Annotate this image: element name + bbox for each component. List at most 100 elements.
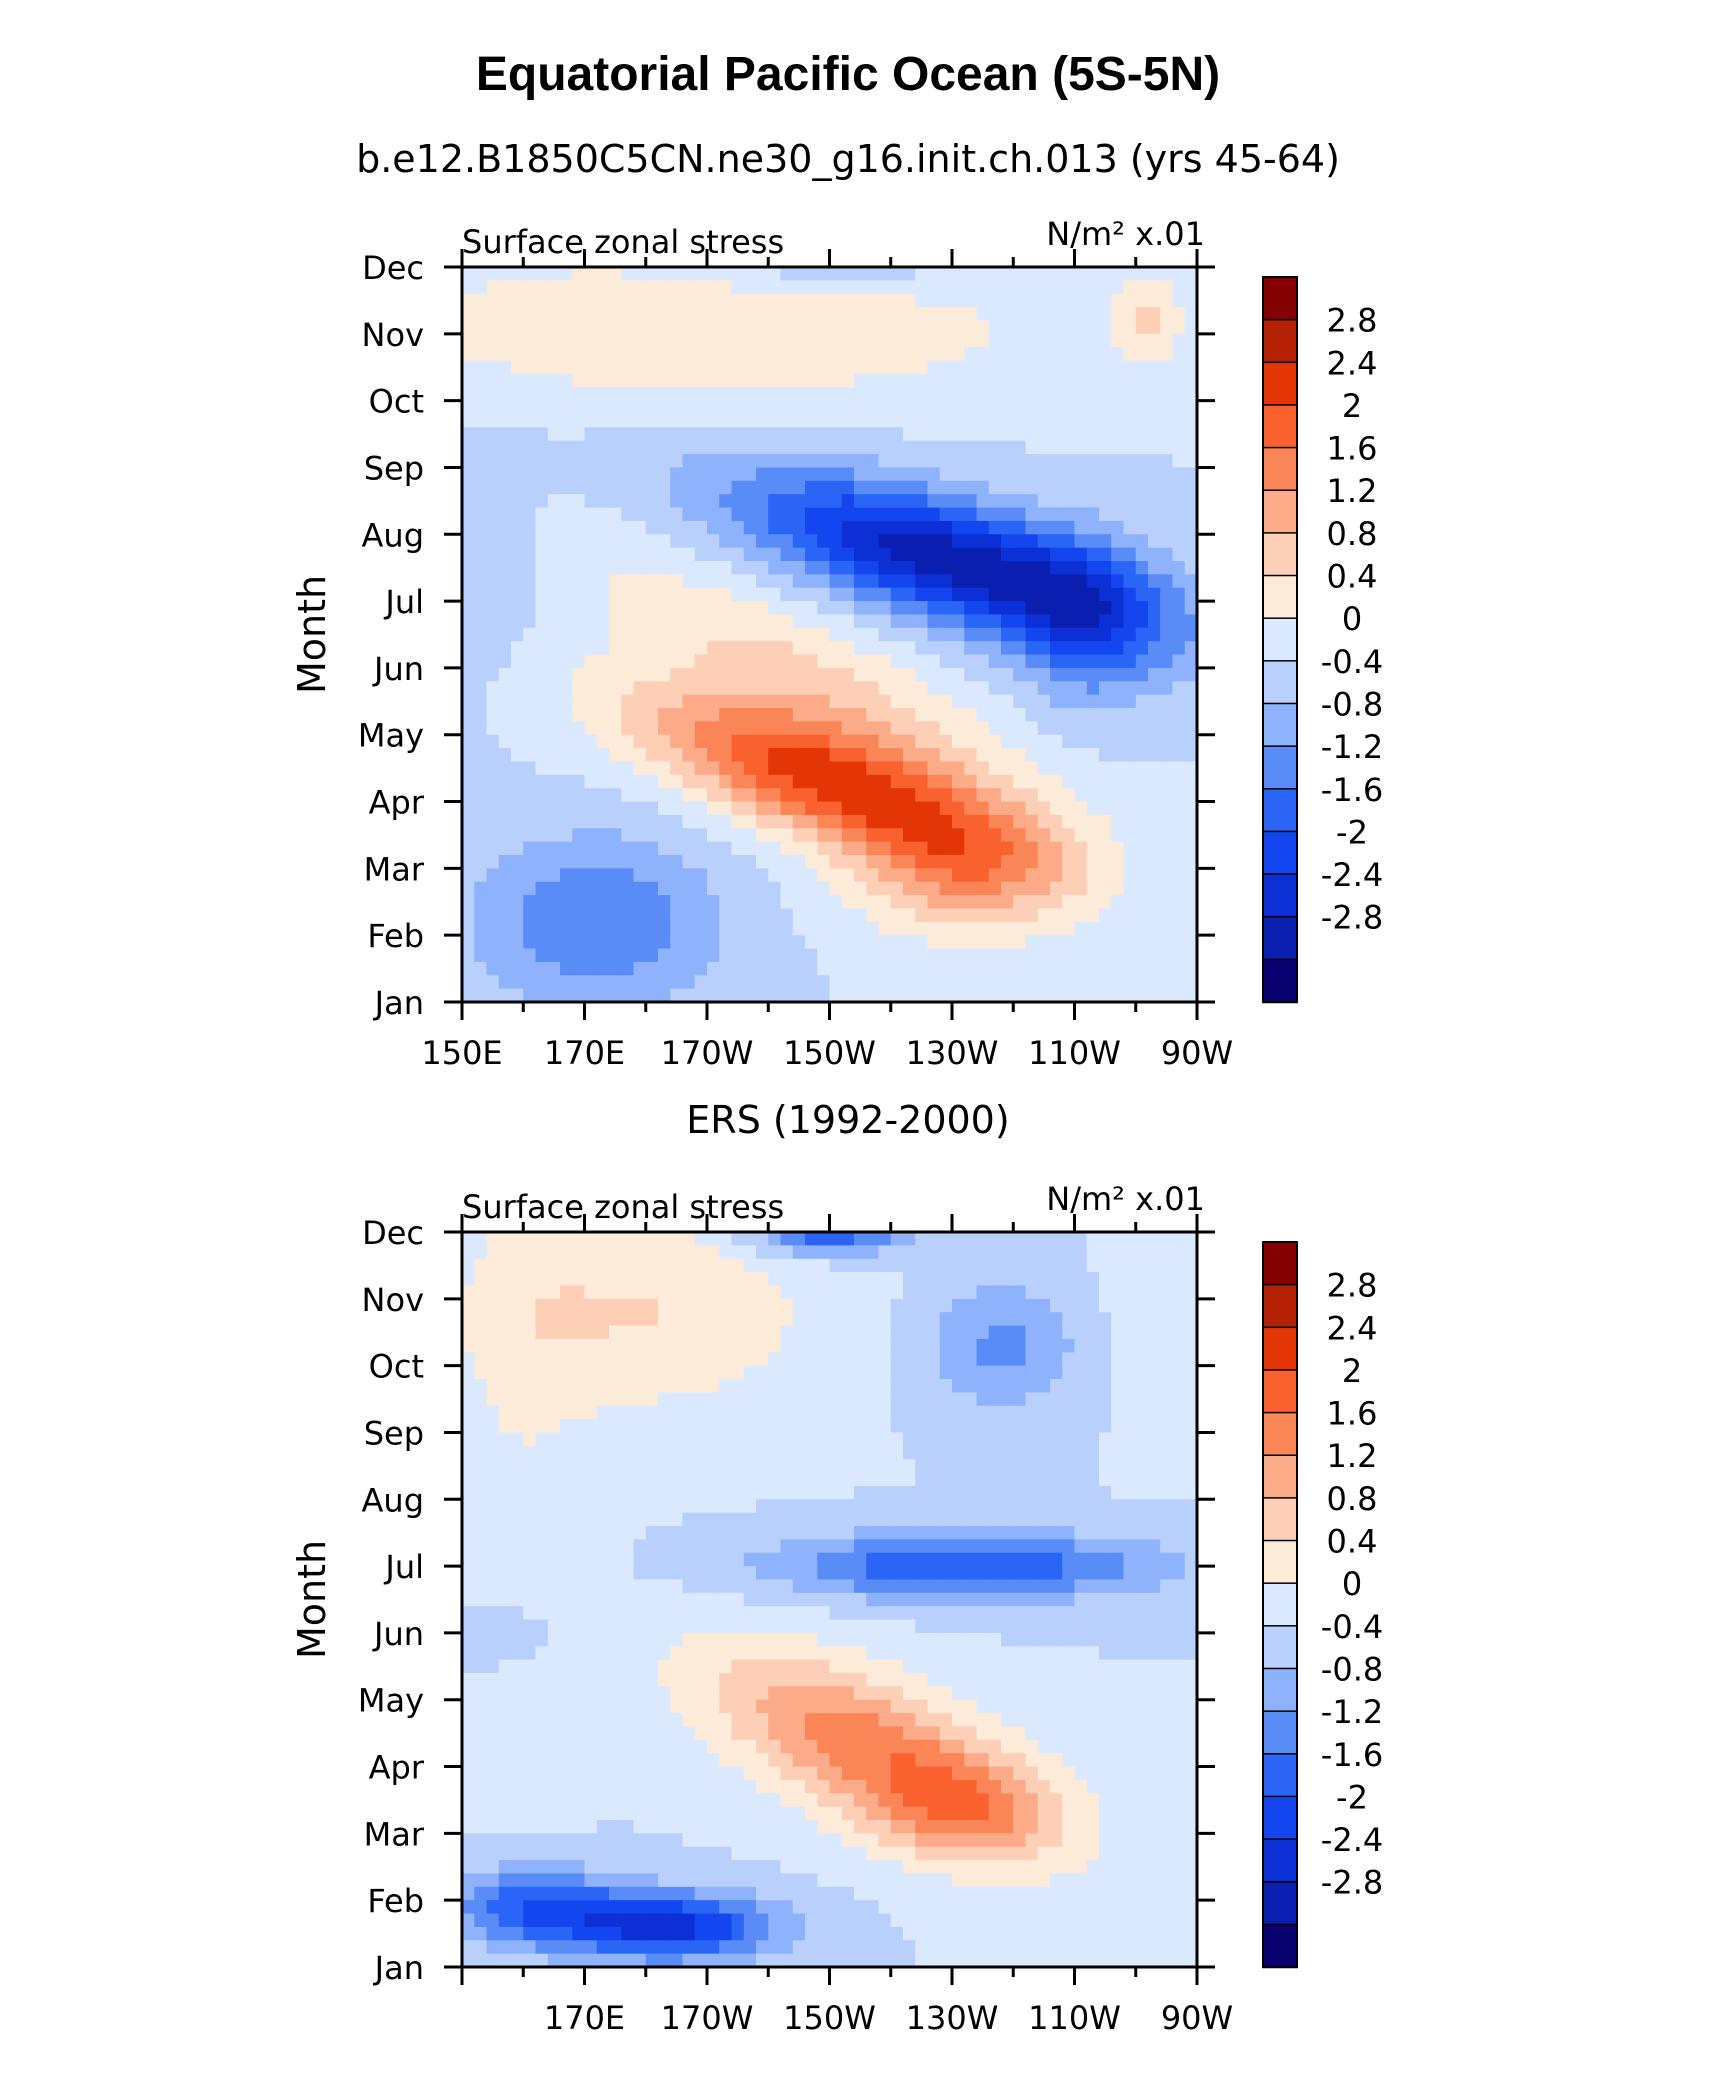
heatmap-cell (915, 440, 929, 455)
heatmap-cell (1135, 841, 1149, 856)
heatmap-cell (792, 1779, 806, 1794)
heatmap-cell (584, 1312, 598, 1327)
heatmap-cell (535, 908, 549, 923)
heatmap-cell (854, 788, 867, 803)
heatmap-cell (658, 948, 671, 963)
heatmap-cell (1074, 788, 1088, 803)
heatmap-cell (547, 587, 561, 602)
heatmap-cell (584, 708, 598, 722)
heatmap-cell (939, 267, 953, 281)
heatmap-cell (462, 975, 475, 990)
heatmap-cell (474, 1485, 488, 1500)
heatmap-cell (829, 534, 843, 549)
heatmap-cell (1025, 841, 1039, 856)
heatmap-cell (829, 480, 843, 495)
heatmap-cell (890, 601, 904, 616)
heatmap-cell (486, 1779, 500, 1794)
heatmap-cell (609, 1365, 622, 1380)
heatmap-cell (1001, 454, 1014, 469)
heatmap-cell (731, 908, 745, 923)
heatmap-cell (756, 1298, 769, 1313)
heatmap-cell (1148, 828, 1161, 843)
heatmap-cell (682, 1953, 696, 1968)
heatmap-cell (903, 454, 916, 469)
heatmap-cell (682, 1940, 696, 1955)
heatmap-cell (964, 975, 978, 990)
heatmap-cell (719, 881, 733, 896)
heatmap-cell (621, 1686, 635, 1701)
heatmap-cell (511, 654, 524, 669)
heatmap-cell (792, 614, 806, 629)
heatmap-cell (511, 961, 524, 976)
heatmap-cell (670, 1673, 684, 1687)
heatmap-cell (866, 921, 880, 936)
heatmap-cell (756, 1352, 769, 1367)
heatmap-cell (682, 814, 696, 829)
heatmap-cell (596, 1245, 610, 1260)
heatmap-cell (547, 1646, 561, 1661)
heatmap-cell (780, 868, 794, 883)
heatmap-cell (547, 1379, 561, 1393)
heatmap-cell (547, 400, 561, 415)
heatmap-cell (1062, 561, 1076, 575)
heatmap-cell (743, 467, 757, 482)
heatmap-cell (682, 454, 696, 469)
heatmap-cell (707, 1592, 720, 1607)
heatmap-cell (694, 1472, 708, 1487)
heatmap-cell (560, 414, 573, 428)
heatmap-cell (486, 1419, 500, 1434)
heatmap-cell (658, 1900, 671, 1915)
heatmap-cell (756, 708, 769, 722)
heatmap-cell (474, 761, 488, 776)
heatmap-cell (621, 1338, 635, 1353)
heatmap-cell (780, 1699, 794, 1714)
heatmap-cell (988, 788, 1002, 803)
heatmap-cell (682, 881, 696, 896)
heatmap-cell (1086, 895, 1100, 910)
heatmap-cell (768, 1485, 782, 1500)
heatmap-cell (511, 1833, 524, 1848)
heatmap-cell (694, 320, 708, 335)
heatmap-cell (743, 627, 757, 642)
heatmap-cell (621, 601, 635, 616)
heatmap-cell (621, 881, 635, 896)
heatmap-cell (768, 1632, 782, 1647)
heatmap-cell (719, 534, 733, 549)
heatmap-cell (756, 601, 769, 616)
heatmap-cell (817, 414, 831, 428)
heatmap-cell (1111, 961, 1125, 976)
heatmap-cell (964, 507, 978, 522)
heatmap-cell (621, 1459, 635, 1474)
heatmap-cell (572, 627, 586, 642)
heatmap-cell (682, 1232, 696, 1246)
heatmap-cell (805, 547, 818, 562)
heatmap-cell (560, 320, 573, 335)
heatmap-cell (756, 293, 769, 308)
heatmap-cell (486, 1472, 500, 1487)
heatmap-field (462, 1232, 1198, 1968)
heatmap-cell (1001, 547, 1014, 562)
heatmap-cell (829, 347, 843, 362)
heatmap-cell (474, 921, 488, 936)
heatmap-cell (988, 587, 1002, 602)
heatmap-cell (1172, 828, 1186, 843)
heatmap-cell (768, 347, 782, 362)
heatmap-cell (927, 721, 941, 736)
heatmap-cell (707, 1953, 720, 1968)
heatmap-cell (707, 1312, 720, 1327)
heatmap-cell (584, 1673, 598, 1687)
heatmap-cell (462, 1926, 475, 1941)
heatmap-cell (633, 855, 647, 869)
heatmap-cell (682, 948, 696, 963)
heatmap-cell (707, 1739, 720, 1754)
heatmap-cell (682, 1432, 696, 1447)
heatmap-cell (535, 627, 549, 642)
heatmap-cell (621, 948, 635, 963)
heatmap-cell (633, 1953, 647, 1968)
heatmap-cell (952, 641, 965, 656)
heatmap-cell (927, 708, 941, 722)
heatmap-cell (670, 788, 684, 803)
heatmap-cell (596, 1940, 610, 1955)
heatmap-cell (1025, 507, 1039, 522)
heatmap-cell (486, 387, 500, 402)
